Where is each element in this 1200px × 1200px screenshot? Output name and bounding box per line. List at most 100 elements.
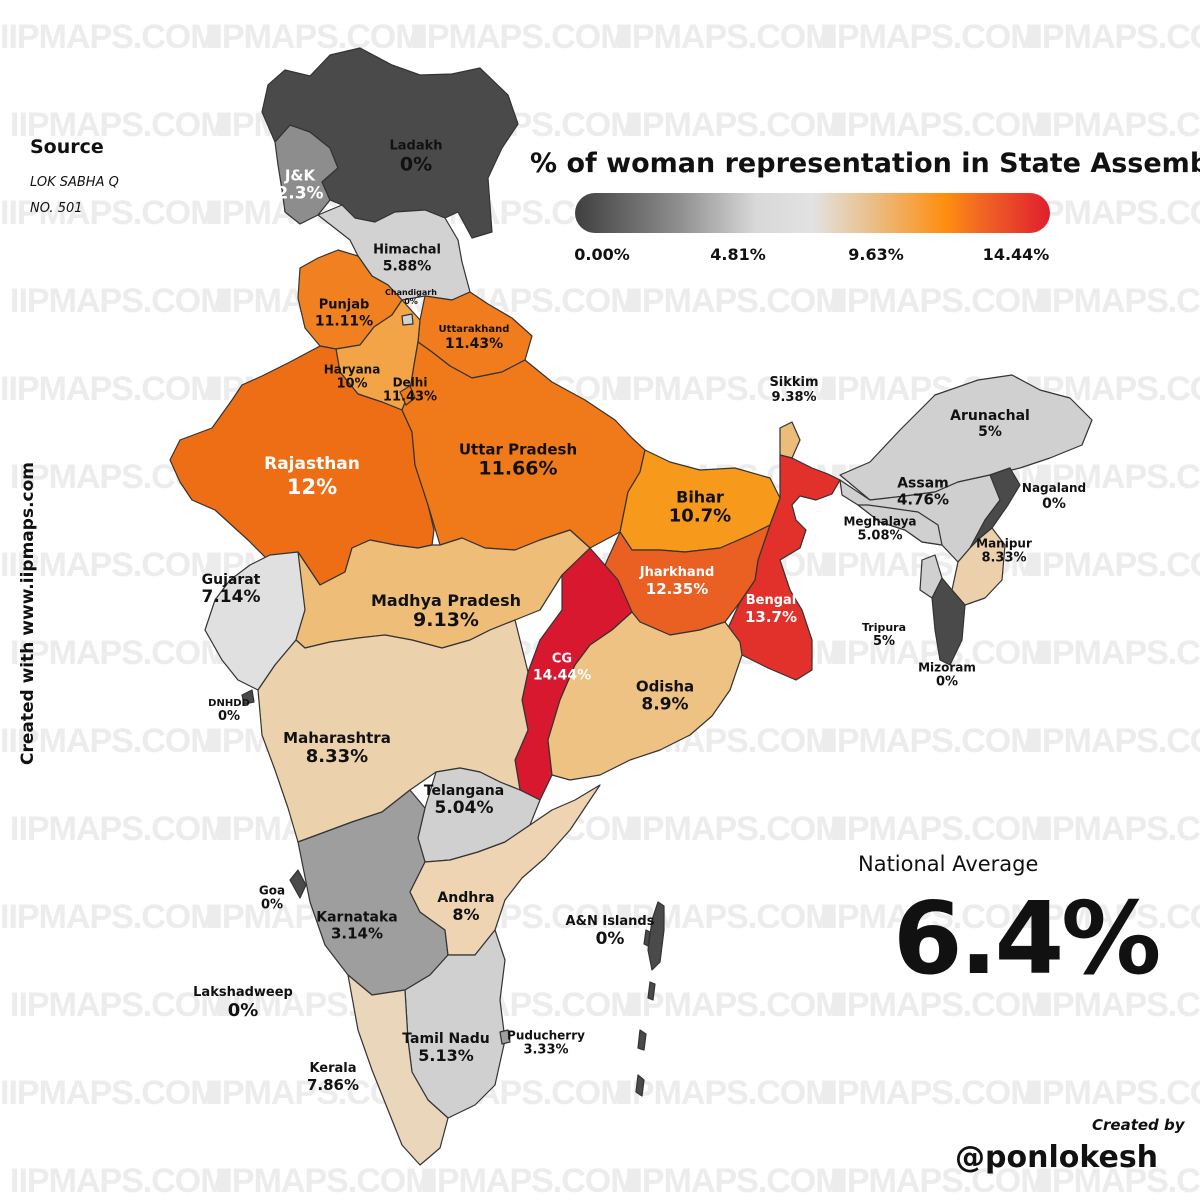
- region-value: 10%: [336, 376, 368, 392]
- source-block: Source LOK SABHA Q NO. 501: [30, 136, 160, 222]
- region-label-jharkhand: Jharkhand 12.35%: [639, 564, 715, 598]
- region-label-manipur: Manipur 8.33%: [976, 536, 1032, 567]
- region-value: 5.04%: [434, 798, 494, 819]
- region-label-bengal: Bengal 13.7%: [744, 593, 798, 626]
- region-name: Lakshadweep: [193, 985, 293, 1001]
- region-name: DNHDD: [208, 697, 250, 709]
- created-by-label: Created by: [1092, 1116, 1185, 1134]
- region-name: Arunachal: [950, 407, 1030, 424]
- legend-tick-0: 0.00%: [574, 245, 630, 264]
- region-name: Mizoram: [918, 660, 976, 675]
- region-name: Rajasthan: [264, 454, 360, 475]
- region-label-goa: Goa 0%: [259, 884, 285, 914]
- region-a-n-islands: [643, 929, 651, 947]
- region-label-chandigarh: Chandigarh 0%: [385, 288, 437, 306]
- region-a-n-islands: [637, 1029, 647, 1051]
- region-value: 5.88%: [382, 258, 432, 275]
- region-label-j-k: J&K 2.3%: [276, 167, 324, 205]
- region-ladakh: [261, 47, 519, 239]
- region-label-meghalaya: Meghalaya 5.08%: [843, 514, 917, 545]
- region-delhi: [399, 385, 416, 406]
- region-name: Telangana: [423, 783, 505, 800]
- region-value: 11.11%: [314, 313, 374, 330]
- region-value: 0%: [260, 897, 284, 913]
- region-mizoram: [931, 577, 966, 666]
- region-sikkim: [779, 421, 801, 459]
- region-value: 14.44%: [532, 667, 592, 684]
- region-value: 0%: [227, 1000, 259, 1022]
- region-label-andhra: Andhra 8%: [437, 890, 494, 924]
- region-name: Punjab: [318, 297, 370, 313]
- region-label-assam: Assam 4.76%: [897, 475, 949, 508]
- region-value: 0%: [404, 297, 418, 306]
- region-label-sikkim: Sikkim 9.38%: [769, 375, 819, 406]
- region-value: 5.13%: [418, 1045, 474, 1065]
- region-meghalaya: [857, 504, 943, 546]
- region-value: 11.43%: [444, 335, 504, 352]
- region-name: Karnataka: [316, 909, 398, 926]
- region-name: Kerala: [309, 1060, 357, 1076]
- side-credit: Created with www.iipmaps.com: [18, 462, 38, 765]
- region-name: Meghalaya: [843, 514, 917, 529]
- region-name: Himachal: [373, 242, 441, 258]
- region-value: 9.38%: [771, 390, 817, 405]
- region-label-uttarakhand: Uttarakhand 11.43%: [439, 324, 510, 352]
- region-label-a-n-islands: A&N Islands 0%: [566, 914, 655, 949]
- region-label-telangana: Telangana 5.04%: [424, 783, 504, 819]
- region-name: Bihar: [676, 487, 724, 507]
- region-dnhdd: [241, 689, 255, 705]
- region-value: 8.33%: [305, 746, 369, 768]
- region-value: 3.33%: [523, 1042, 569, 1058]
- region-a-n-islands: [635, 1074, 645, 1097]
- region-value: 9.13%: [413, 609, 479, 632]
- national-average-label: National Average: [858, 852, 1039, 876]
- region-value: 8.33%: [981, 550, 1027, 566]
- region-name: Ladakh: [389, 138, 443, 154]
- region-value: 12.35%: [645, 579, 709, 598]
- region-label-punjab: Punjab 11.11%: [314, 297, 374, 330]
- source-line-1: LOK SABHA Q: [30, 175, 119, 190]
- region-value: 13.7%: [744, 607, 798, 626]
- region-label-lakshadweep: Lakshadweep 0%: [193, 985, 293, 1022]
- region-value: 8.9%: [641, 694, 689, 715]
- region-a-n-islands: [647, 901, 665, 971]
- region-label-odisha: Odisha 8.9%: [636, 678, 694, 716]
- region-value: 2.3%: [276, 183, 324, 204]
- region-name: Maharashtra: [283, 729, 391, 748]
- region-label-maharashtra: Maharashtra 8.33%: [283, 729, 391, 768]
- region-name: Puducherry: [507, 1028, 585, 1043]
- region-goa: [289, 869, 307, 899]
- legend-title: % of woman representation in State Assem…: [530, 148, 1200, 179]
- region-value: 4.76%: [896, 490, 950, 509]
- region-puducherry: [499, 1029, 511, 1045]
- region-label-karnataka: Karnataka 3.14%: [316, 909, 398, 942]
- region-name: Tripura: [861, 621, 907, 635]
- region-label-tamil-nadu: Tamil Nadu 5.13%: [402, 1031, 489, 1065]
- region-label-kerala: Kerala 7.86%: [307, 1060, 359, 1094]
- region-name: Uttar Pradesh: [458, 440, 578, 459]
- region-value: 8%: [452, 904, 480, 924]
- region-label-arunachal: Arunachal 5%: [950, 408, 1030, 440]
- region-value: 11.66%: [478, 457, 558, 480]
- region-value: 0%: [595, 928, 625, 949]
- region-value: 0%: [1042, 495, 1066, 512]
- legend-color-scale: [575, 193, 1050, 233]
- region-value: 3.14%: [330, 924, 384, 943]
- region-value: 0%: [217, 708, 241, 724]
- legend-tick-2: 9.63%: [848, 245, 904, 264]
- region-label-himachal: Himachal 5.88%: [373, 242, 441, 275]
- region-name: Uttarakhand: [438, 324, 510, 336]
- region-value: 5.08%: [857, 528, 903, 544]
- region-name: Delhi: [392, 375, 428, 390]
- region-value: 12%: [286, 474, 338, 499]
- region-name: Nagaland: [1021, 481, 1087, 496]
- region-name: Jharkhand: [639, 564, 715, 580]
- region-name: Manipur: [976, 536, 1032, 551]
- region-andhra: [409, 784, 601, 956]
- region-label-gujarat: Gujarat 7.14%: [202, 572, 261, 608]
- region-name: Assam: [897, 475, 949, 492]
- region-a-n-islands: [647, 981, 656, 1001]
- region-label-delhi: Delhi 11.43%: [383, 375, 437, 406]
- region-name: Sikkim: [769, 375, 819, 391]
